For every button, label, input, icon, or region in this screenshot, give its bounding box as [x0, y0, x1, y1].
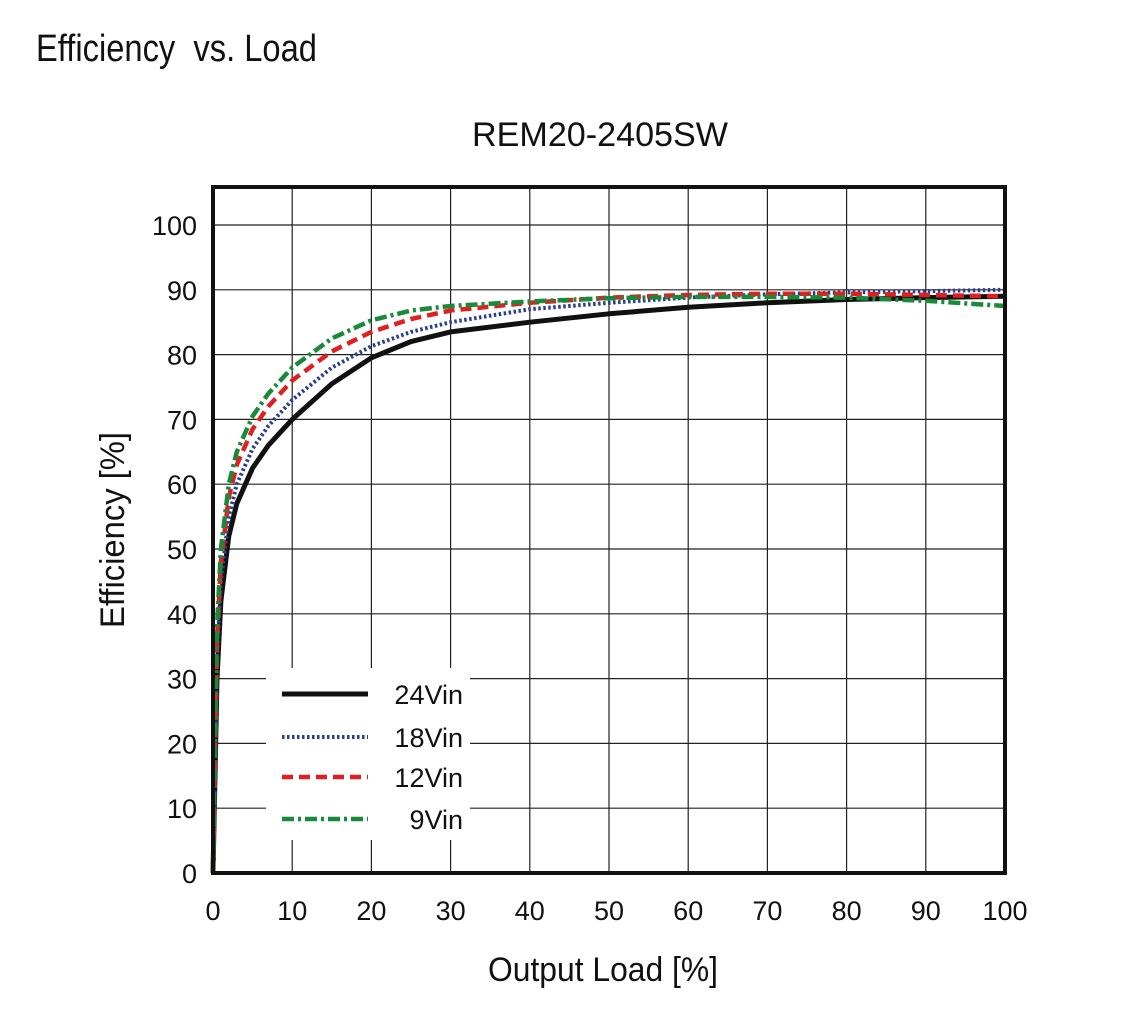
x-tick-label: 0	[205, 896, 220, 926]
y-tick-label: 60	[167, 470, 197, 500]
grid-lines	[213, 187, 1005, 873]
y-axis-label: Efficiency [%]	[94, 432, 132, 628]
y-tick-label: 50	[167, 535, 197, 565]
x-tick-label: 100	[982, 896, 1027, 926]
legend-label: 12Vin	[394, 763, 463, 793]
legend-background	[266, 668, 470, 840]
x-tick-label: 20	[356, 896, 386, 926]
y-tick-label: 90	[167, 276, 197, 306]
series-line-9vin	[210, 294, 1006, 874]
y-tick-label: 20	[167, 729, 197, 759]
x-tick-label: 40	[515, 896, 545, 926]
y-tick-label: 100	[152, 211, 197, 241]
x-tick-label: 80	[832, 896, 862, 926]
y-tick-label: 0	[182, 859, 197, 889]
y-tick-label: 10	[167, 794, 197, 824]
x-tick-label: 70	[752, 896, 782, 926]
x-tick-label: 90	[911, 896, 941, 926]
x-tick-label: 50	[594, 896, 624, 926]
series-line-24vin	[210, 293, 1006, 874]
legend-label: 9Vin	[409, 805, 463, 835]
legend-label: 24Vin	[394, 680, 463, 710]
x-tick-label: 60	[673, 896, 703, 926]
x-axis-label: Output Load [%]	[488, 951, 718, 989]
x-tick-label: 10	[277, 896, 307, 926]
plot-frame	[211, 185, 1007, 875]
legend-label: 18Vin	[394, 723, 463, 753]
y-tick-label: 30	[167, 665, 197, 695]
page-heading: Efficiency vs. Load	[36, 28, 317, 70]
chart-title: REM20-2405SW	[472, 116, 728, 154]
series-lines	[210, 287, 1006, 874]
y-tick-label: 80	[167, 341, 197, 371]
tick-labels: 0 10 20 30 40 50 60 70 80 90 100 0 10 20 30 40 50 60 70 80 9…	[152, 211, 1028, 926]
series-line-18vin	[211, 287, 1006, 874]
x-tick-label: 30	[436, 896, 466, 926]
legend: 24Vin 18Vin 12Vin 9Vin	[266, 668, 470, 840]
y-tick-label: 70	[167, 405, 197, 435]
y-tick-label: 40	[167, 600, 197, 630]
